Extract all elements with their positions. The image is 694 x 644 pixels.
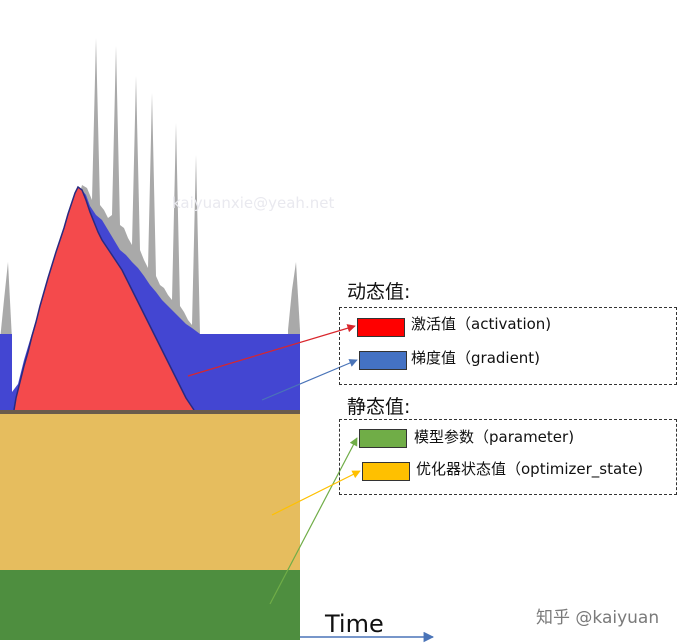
credit-text: 知乎 @kaiyuan xyxy=(536,608,660,628)
arrow-activation xyxy=(187,324,356,377)
legend-swatch-activation xyxy=(357,318,405,337)
watermark: kaiyuanxie@yeah.net xyxy=(172,194,335,212)
activation-area xyxy=(14,187,194,410)
dynamic-legend-box xyxy=(339,307,677,385)
legend-swatch-optimizer-state xyxy=(362,462,410,481)
legend-label-optimizer-state: 优化器状态值（optimizer_state) xyxy=(416,460,644,478)
activation-outline xyxy=(13,185,195,411)
legend-label-activation: 激活值（activation) xyxy=(411,315,552,333)
dynamic-static-separator xyxy=(0,410,300,414)
parameter-area xyxy=(0,570,300,640)
arrow-parameter xyxy=(269,437,358,605)
static-title: 静态值: xyxy=(347,396,411,418)
legend-swatch-gradient xyxy=(359,351,407,370)
legend-swatch-parameter xyxy=(359,429,407,448)
optimizer-state-area xyxy=(0,414,300,570)
dynamic-title: 动态值: xyxy=(347,281,411,303)
arrow-gradient xyxy=(261,359,358,401)
arrow-optimizer-state xyxy=(271,470,361,516)
time-axis-label: Time xyxy=(325,610,384,638)
legend-label-gradient: 梯度值（gradient) xyxy=(411,349,541,367)
legend-label-parameter: 模型参数（parameter) xyxy=(414,428,575,446)
static-legend-box xyxy=(339,419,677,495)
